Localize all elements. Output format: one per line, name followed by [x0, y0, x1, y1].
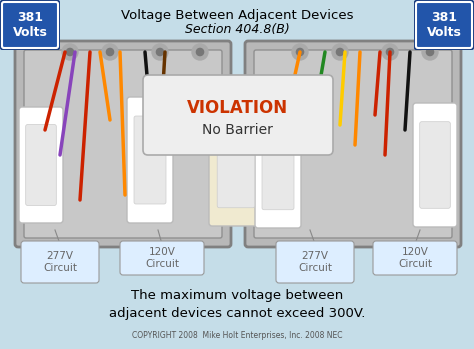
- Text: 120V
Circuit: 120V Circuit: [398, 247, 432, 269]
- Text: The maximum voltage between: The maximum voltage between: [131, 289, 343, 302]
- FancyBboxPatch shape: [262, 125, 294, 210]
- Circle shape: [332, 44, 348, 60]
- Circle shape: [292, 44, 308, 60]
- Circle shape: [427, 49, 434, 55]
- Text: Section 404.8(B): Section 404.8(B): [185, 23, 289, 37]
- Circle shape: [386, 49, 393, 55]
- FancyBboxPatch shape: [254, 50, 452, 238]
- Circle shape: [422, 44, 438, 60]
- FancyBboxPatch shape: [276, 241, 354, 283]
- Circle shape: [192, 44, 208, 60]
- Text: 381
Volts: 381 Volts: [13, 11, 47, 39]
- FancyBboxPatch shape: [416, 2, 472, 48]
- FancyBboxPatch shape: [143, 75, 333, 155]
- Text: COPYRIGHT 2008  Mike Holt Enterprises, Inc. 2008 NEC: COPYRIGHT 2008 Mike Holt Enterprises, In…: [132, 332, 342, 341]
- FancyBboxPatch shape: [419, 122, 450, 208]
- FancyBboxPatch shape: [217, 123, 255, 208]
- Text: 277V
Circuit: 277V Circuit: [298, 251, 332, 273]
- FancyBboxPatch shape: [245, 41, 461, 247]
- Text: 120V
Circuit: 120V Circuit: [145, 247, 179, 269]
- Text: 381
Volts: 381 Volts: [427, 11, 461, 39]
- FancyBboxPatch shape: [127, 97, 173, 223]
- FancyBboxPatch shape: [19, 107, 63, 223]
- FancyBboxPatch shape: [15, 41, 231, 247]
- Circle shape: [296, 49, 304, 55]
- Text: adjacent devices cannot exceed 300V.: adjacent devices cannot exceed 300V.: [109, 307, 365, 320]
- FancyBboxPatch shape: [255, 107, 301, 228]
- FancyBboxPatch shape: [2, 2, 58, 48]
- FancyBboxPatch shape: [414, 0, 474, 50]
- Circle shape: [66, 49, 73, 55]
- Circle shape: [102, 44, 118, 60]
- Circle shape: [106, 49, 114, 55]
- FancyBboxPatch shape: [120, 241, 204, 275]
- FancyBboxPatch shape: [413, 103, 457, 227]
- Text: Voltage Between Adjacent Devices: Voltage Between Adjacent Devices: [121, 9, 353, 22]
- Text: 277V
Circuit: 277V Circuit: [43, 251, 77, 273]
- Circle shape: [337, 49, 344, 55]
- FancyBboxPatch shape: [24, 50, 222, 238]
- Circle shape: [196, 49, 204, 55]
- Circle shape: [152, 44, 168, 60]
- Circle shape: [156, 49, 164, 55]
- Text: No Barrier: No Barrier: [201, 123, 273, 137]
- FancyBboxPatch shape: [134, 116, 166, 204]
- FancyBboxPatch shape: [209, 105, 263, 226]
- Circle shape: [62, 44, 78, 60]
- FancyBboxPatch shape: [21, 241, 99, 283]
- Text: VIOLATION: VIOLATION: [186, 99, 288, 117]
- Circle shape: [382, 44, 398, 60]
- FancyBboxPatch shape: [26, 125, 56, 206]
- FancyBboxPatch shape: [373, 241, 457, 275]
- FancyBboxPatch shape: [0, 0, 60, 50]
